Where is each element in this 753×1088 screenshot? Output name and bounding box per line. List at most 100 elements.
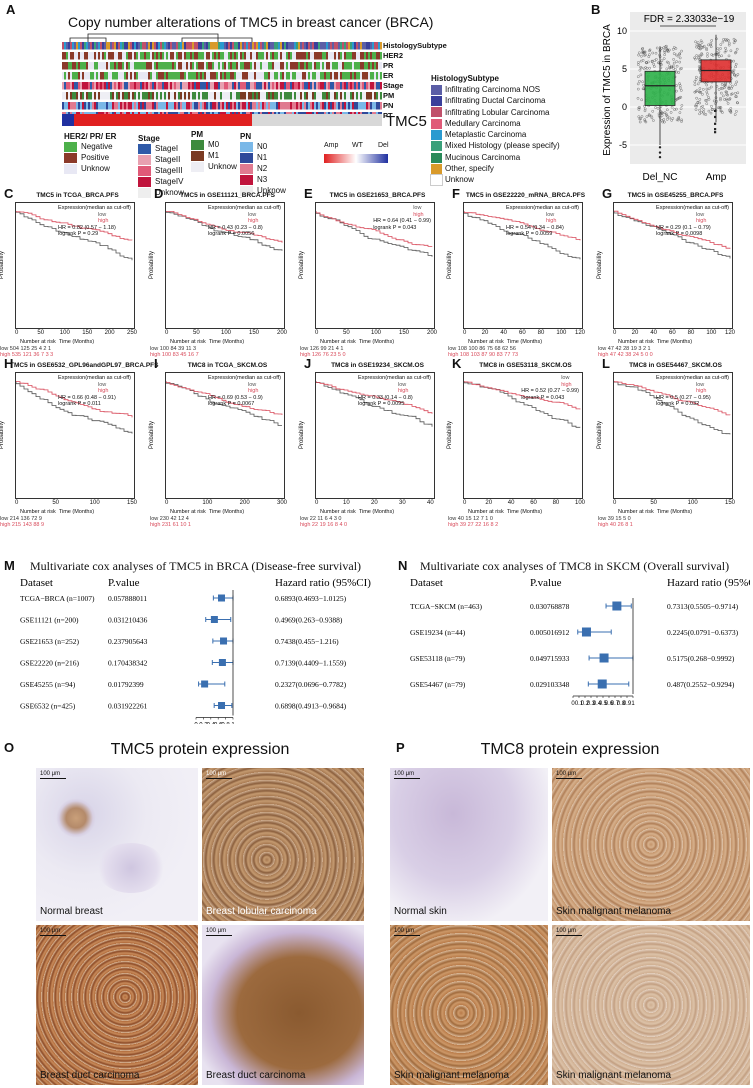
heatmap-cell <box>146 72 149 80</box>
km-plot-c: C TMC5 in TCGA_BRCA.PFS Probability Express… <box>0 186 140 358</box>
heatmap-cell <box>244 102 247 110</box>
heatmap-cell <box>150 102 153 110</box>
legend-swatch <box>240 174 253 185</box>
heatmap-cell <box>194 92 197 100</box>
x-tick: 100 <box>687 500 698 506</box>
heatmap-cell <box>180 92 183 100</box>
heatmap-cell <box>282 52 285 60</box>
heatmap-cell <box>218 102 221 110</box>
x-tick: 40 <box>427 500 434 506</box>
data-point <box>695 96 698 100</box>
heatmap-cell <box>136 72 139 80</box>
ihc-caption: Skin malignant melanoma <box>394 1070 510 1081</box>
heatmap-cell <box>136 42 139 50</box>
heatmap-cell <box>118 92 121 100</box>
heatmap-cell <box>154 62 157 70</box>
heatmap-cell <box>222 72 225 80</box>
legend-item: StageI <box>138 143 184 154</box>
data-point <box>641 50 645 54</box>
legend-swatch <box>431 141 442 152</box>
data-point <box>650 60 654 64</box>
heatmap-cell <box>322 82 325 90</box>
x-tick: 100 <box>575 500 586 506</box>
heatmap-cell <box>204 72 207 80</box>
legend-swatch <box>138 187 151 198</box>
km-stats: Expression(median as cut-off) low high HR =… <box>58 375 131 408</box>
heatmap-cell <box>154 52 157 60</box>
heatmap-cell <box>206 62 209 70</box>
heatmap-cell <box>344 102 347 110</box>
heatmap-cell <box>180 72 183 80</box>
heatmap-cell <box>264 82 267 90</box>
x-tick: 20 <box>631 330 639 336</box>
heatmap-cell <box>136 102 139 110</box>
data-point <box>643 104 646 108</box>
heatmap-cell <box>262 72 265 80</box>
heatmap-cell <box>156 72 159 80</box>
heatmap-cell <box>368 42 371 50</box>
heatmap-cell <box>138 92 141 100</box>
heatmap-cell <box>340 82 343 90</box>
heatmap-cell <box>346 42 349 50</box>
heatmap-cell <box>208 82 211 90</box>
legend-label: StageIII <box>155 166 183 175</box>
km-title: TMC5 in GSE22220_mRNA_BRCA.PFS <box>465 192 586 199</box>
cna-wt-block <box>252 114 382 126</box>
data-point <box>674 68 677 71</box>
x-tick: 50 <box>650 500 658 506</box>
heatmap-cell <box>272 102 275 110</box>
heatmap-cell <box>326 52 329 60</box>
heatmap-cell <box>330 82 333 90</box>
data-point <box>694 108 698 111</box>
heatmap-cell <box>304 72 307 80</box>
heatmap-cell <box>342 102 345 110</box>
heatmap-cell <box>360 82 363 90</box>
heatmap-cell <box>156 62 159 70</box>
heatmap-cell <box>70 52 73 60</box>
data-point <box>659 109 662 113</box>
heatmap-cell <box>64 52 67 60</box>
risk-label: Number at risk <box>320 509 356 515</box>
heatmap-cell <box>134 72 137 80</box>
heatmap-cell <box>198 92 201 100</box>
heatmap-cell <box>274 82 277 90</box>
heatmap-cell <box>364 102 367 110</box>
heatmap-cell <box>160 62 163 70</box>
km-risk-table: Number at risk Time (Months) low 126 99 2… <box>300 339 440 359</box>
km-plot-area: Expression(median as cut-off) low high HR =… <box>315 372 435 499</box>
heatmap-cell <box>88 92 91 100</box>
heatmap-cell <box>208 62 211 70</box>
forest-pvalue: 0.057888011 <box>108 594 147 603</box>
heatmap-cell <box>64 92 67 100</box>
heatmap-cell <box>324 82 327 90</box>
heatmap-cell <box>348 62 351 70</box>
heatmap-cell <box>340 72 343 80</box>
heatmap-cell <box>132 62 135 70</box>
data-point <box>665 44 668 48</box>
data-point <box>736 91 740 95</box>
heatmap-cell <box>82 82 85 90</box>
x-tick: 60 <box>519 330 526 336</box>
heatmap-cell <box>362 72 365 80</box>
heatmap-cell <box>210 62 213 70</box>
legend-label: StageI <box>155 144 179 153</box>
heatmap-cell <box>232 92 235 100</box>
km-legend-high: high <box>98 388 109 394</box>
panel-label-f: F <box>452 186 460 201</box>
heatmap-cell <box>308 52 311 60</box>
heatmap-cell <box>232 52 235 60</box>
heatmap-cell <box>272 72 275 80</box>
heatmap-cell <box>350 62 353 70</box>
km-stats: Expression(median as cut-off) low high HR =… <box>208 375 281 408</box>
heatmap-cell <box>114 72 117 80</box>
heatmap-cell <box>196 42 199 50</box>
heatmap-cell <box>320 52 323 60</box>
heatmap-cell <box>198 102 201 110</box>
heatmap-cell <box>326 42 329 50</box>
km-xticks: 0 20 40 60 80 100 120 <box>613 330 735 338</box>
heatmap-cell <box>112 82 115 90</box>
km-legend-low: low <box>561 375 570 381</box>
data-point <box>733 113 737 116</box>
data-point <box>694 104 697 108</box>
heatmap-cell <box>66 102 69 110</box>
